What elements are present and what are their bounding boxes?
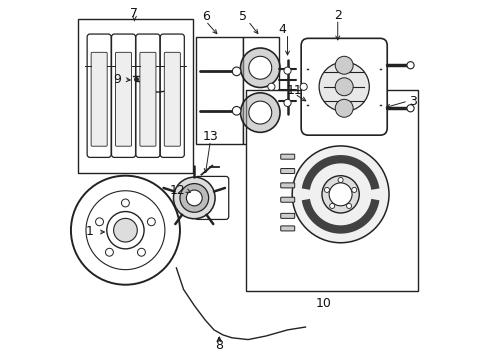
Circle shape <box>292 146 388 243</box>
FancyBboxPatch shape <box>280 213 294 219</box>
Circle shape <box>321 176 359 213</box>
FancyBboxPatch shape <box>195 176 228 220</box>
FancyBboxPatch shape <box>280 183 294 188</box>
Circle shape <box>284 99 290 107</box>
FancyBboxPatch shape <box>115 52 131 146</box>
FancyBboxPatch shape <box>280 168 294 174</box>
FancyBboxPatch shape <box>87 34 111 157</box>
Text: 4: 4 <box>278 23 285 36</box>
Circle shape <box>406 62 413 69</box>
FancyBboxPatch shape <box>91 52 107 146</box>
FancyBboxPatch shape <box>160 34 184 157</box>
Circle shape <box>337 177 343 183</box>
Text: 12: 12 <box>169 184 185 197</box>
Circle shape <box>335 99 352 117</box>
Circle shape <box>335 56 352 74</box>
FancyBboxPatch shape <box>280 154 294 159</box>
Circle shape <box>406 105 413 112</box>
FancyBboxPatch shape <box>280 197 294 202</box>
Circle shape <box>95 218 103 226</box>
Text: 11: 11 <box>286 84 302 97</box>
Text: 9: 9 <box>113 73 121 86</box>
Circle shape <box>106 212 144 249</box>
Circle shape <box>351 188 356 193</box>
FancyBboxPatch shape <box>280 226 294 231</box>
Circle shape <box>232 67 241 76</box>
Text: 3: 3 <box>408 95 416 108</box>
Text: 6: 6 <box>202 10 209 23</box>
Circle shape <box>180 184 208 212</box>
Circle shape <box>113 219 137 242</box>
Circle shape <box>346 203 351 208</box>
Circle shape <box>284 67 290 74</box>
Circle shape <box>328 183 351 206</box>
FancyBboxPatch shape <box>140 52 156 146</box>
Text: 13: 13 <box>202 130 218 144</box>
FancyBboxPatch shape <box>136 34 160 157</box>
FancyBboxPatch shape <box>164 52 180 146</box>
Bar <box>78 19 192 173</box>
Bar <box>196 37 242 144</box>
Circle shape <box>300 83 306 90</box>
Bar <box>246 90 418 291</box>
Circle shape <box>137 248 145 256</box>
Circle shape <box>324 188 329 193</box>
Circle shape <box>267 83 274 90</box>
Text: 5: 5 <box>238 10 246 23</box>
Circle shape <box>105 248 113 256</box>
Circle shape <box>335 78 352 96</box>
Circle shape <box>121 199 129 207</box>
Circle shape <box>147 218 155 226</box>
Text: 2: 2 <box>333 9 341 22</box>
Circle shape <box>232 107 241 115</box>
Circle shape <box>186 190 202 206</box>
Circle shape <box>173 177 215 219</box>
Bar <box>242 37 278 144</box>
FancyBboxPatch shape <box>111 34 135 157</box>
Text: 1: 1 <box>85 225 93 238</box>
Text: 7: 7 <box>130 7 138 20</box>
Ellipse shape <box>319 62 368 112</box>
Text: 10: 10 <box>315 297 331 310</box>
Circle shape <box>329 203 334 208</box>
FancyBboxPatch shape <box>301 39 386 135</box>
Text: 8: 8 <box>215 339 223 352</box>
